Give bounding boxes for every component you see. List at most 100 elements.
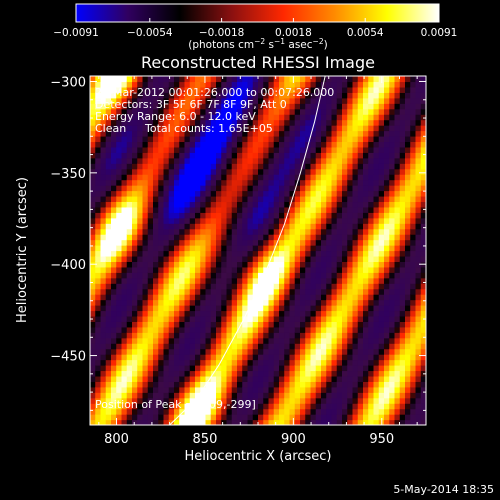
heatmap-pixel [158,332,165,339]
heatmap-pixel [116,272,123,279]
heatmap-pixel [237,92,243,99]
heatmap-pixel [242,146,249,153]
heatmap-pixel [174,299,180,306]
heatmap-pixel [268,108,275,115]
heatmap-pixel [132,255,138,262]
heatmap-pixel [216,283,222,290]
heatmap-pixel [137,179,144,186]
heatmap-pixel [273,250,280,257]
heatmap-pixel [189,201,196,208]
heatmap-pixel [326,272,333,279]
heatmap-pixel [399,190,406,197]
heatmap-pixel [352,223,359,230]
heatmap-pixel [300,86,306,93]
heatmap-pixel [410,348,417,355]
heatmap-pixel [90,365,96,372]
heatmap-pixel [336,114,343,121]
heatmap-pixel [415,114,422,121]
heatmap-pixel [420,375,426,382]
heatmap-pixel [357,321,364,328]
heatmap-pixel [294,223,301,230]
heatmap-pixel [268,239,275,246]
heatmap-pixel [273,206,280,213]
heatmap-pixel [100,255,107,262]
heatmap-pixel [163,97,170,104]
heatmap-pixel [310,125,317,132]
heatmap-pixel [247,201,254,208]
heatmap-pixel [205,185,212,192]
heatmap-pixel [373,185,380,192]
heatmap-pixel [168,228,175,235]
heatmap-pixel [321,201,327,208]
heatmap-pixel [373,157,380,164]
heatmap-pixel [315,81,322,88]
heatmap-pixel [347,250,354,257]
heatmap-pixel [273,283,280,290]
heatmap-pixel [279,103,285,110]
heatmap-pixel [100,397,107,404]
heatmap-pixel [399,152,406,159]
heatmap-pixel [347,97,354,104]
heatmap-pixel [126,201,133,208]
heatmap-pixel [163,332,170,339]
heatmap-pixel [105,359,112,366]
heatmap-pixel [121,92,128,99]
heatmap-pixel [121,168,128,175]
heatmap-pixel [153,228,159,235]
heatmap-pixel [389,261,396,268]
heatmap-pixel [200,81,207,88]
heatmap-pixel [100,354,107,361]
heatmap-pixel [221,315,228,322]
heatmap-pixel [216,174,222,181]
heatmap-pixel [142,310,149,317]
heatmap-pixel [179,375,186,382]
heatmap-pixel [415,86,422,93]
heatmap-pixel [378,403,385,410]
heatmap-pixel [158,81,165,88]
heatmap-pixel [174,332,180,339]
heatmap-pixel [273,86,280,93]
heatmap-pixel [378,294,385,301]
heatmap-pixel [205,305,212,312]
heatmap-pixel [268,386,275,393]
heatmap-pixel [258,419,264,425]
heatmap-pixel [357,195,364,203]
heatmap-pixel [321,299,327,306]
heatmap-pixel [163,135,170,143]
heatmap-pixel [389,152,396,159]
heatmap-pixel [147,310,154,317]
heatmap-pixel [405,190,411,197]
heatmap-pixel [126,125,133,132]
heatmap-pixel [410,288,417,295]
colorbar-tick-label: 0.0091 [421,27,458,39]
heatmap-pixel [100,201,107,208]
heatmap-pixel [163,223,170,230]
heatmap-pixel [189,305,196,312]
heatmap-pixel [121,76,128,83]
heatmap-pixel [300,250,306,257]
heatmap-pixel [273,168,280,175]
heatmap-pixel [410,146,417,153]
heatmap-pixel [195,179,201,186]
heatmap-pixel [100,315,107,322]
heatmap-pixel [415,397,422,404]
heatmap-pixel [100,168,107,175]
heatmap-pixel [294,386,301,393]
heatmap-pixel [111,283,117,290]
heatmap-pixel [105,397,112,404]
heatmap-pixel [105,157,112,164]
heatmap-pixel [95,408,102,415]
heatmap-pixel [336,392,343,399]
heatmap-pixel [363,146,369,153]
x-axis-label: Heliocentric X (arcsec) [185,449,332,464]
heatmap-pixel [415,179,422,186]
heatmap-pixel [216,103,222,110]
heatmap-pixel [231,403,238,410]
heatmap-pixel [289,141,296,148]
heatmap-pixel [357,108,364,115]
heatmap-pixel [158,343,165,350]
heatmap-pixel [420,348,426,355]
heatmap-pixel [294,403,301,410]
heatmap-pixel [336,261,343,268]
heatmap-pixel [273,343,280,350]
